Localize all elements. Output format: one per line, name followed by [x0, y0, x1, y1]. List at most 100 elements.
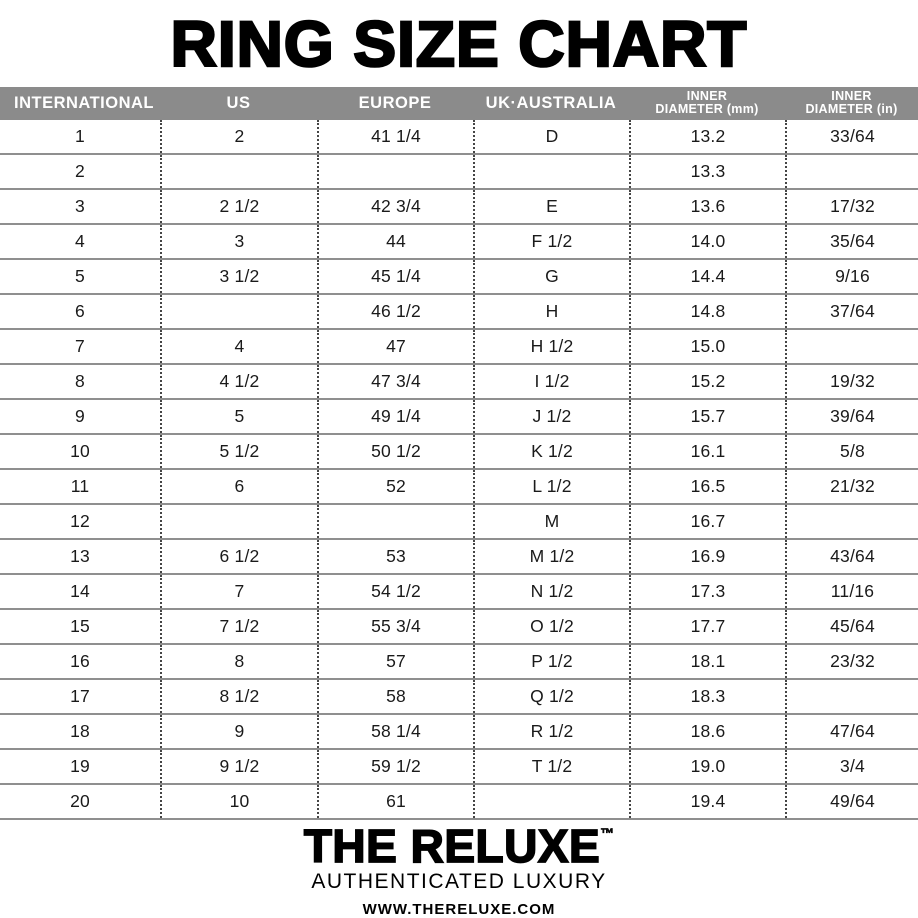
column-header-uk-australia: UK·AUSTRALIA — [485, 93, 617, 112]
cell-inner-diameter-mm: 14.4 — [629, 260, 785, 293]
cell-international: 16 — [70, 651, 90, 671]
cell-europe — [317, 505, 473, 538]
table-row: 16 8 57 P 1/2 18.1 23/32 — [0, 645, 918, 680]
cell-international: 9 — [75, 406, 85, 426]
cell-europe: 42 3/4 — [317, 190, 473, 223]
cell-international: 15 — [70, 616, 90, 636]
cell-inner-diameter-in: 45/64 — [785, 610, 918, 643]
cell-uk-australia: M — [473, 505, 629, 538]
cell-inner-diameter-in — [785, 155, 918, 188]
cell-inner-diameter-mm: 16.7 — [629, 505, 785, 538]
cell-international: 7 — [75, 336, 85, 356]
table-row: 13 6 1/2 53 M 1/2 16.9 43/64 — [0, 540, 918, 575]
cell-uk-australia: H 1/2 — [473, 330, 629, 363]
cell-us: 8 1/2 — [160, 680, 317, 713]
cell-international: 3 — [75, 196, 85, 216]
cell-uk-australia: E — [473, 190, 629, 223]
cell-international: 18 — [70, 721, 90, 741]
cell-inner-diameter-in: 11/16 — [785, 575, 918, 608]
table-row: 3 2 1/2 42 3/4 E 13.6 17/32 — [0, 190, 918, 225]
cell-europe: 45 1/4 — [317, 260, 473, 293]
table-row: 17 8 1/2 58 Q 1/2 18.3 — [0, 680, 918, 715]
cell-international: 20 — [70, 791, 90, 811]
table-row: 9 5 49 1/4 J 1/2 15.7 39/64 — [0, 400, 918, 435]
cell-inner-diameter-mm: 18.6 — [629, 715, 785, 748]
table-row: 7 4 47 H 1/2 15.0 — [0, 330, 918, 365]
cell-international: 4 — [75, 231, 85, 251]
cell-europe: 55 3/4 — [317, 610, 473, 643]
cell-inner-diameter-in: 19/32 — [785, 365, 918, 398]
cell-inner-diameter-in: 5/8 — [785, 435, 918, 468]
cell-international: 14 — [70, 581, 90, 601]
cell-europe: 61 — [317, 785, 473, 818]
cell-inner-diameter-mm: 15.7 — [629, 400, 785, 433]
cell-inner-diameter-in — [785, 505, 918, 538]
cell-uk-australia: N 1/2 — [473, 575, 629, 608]
table-row: 1 2 41 1/4 D 13.2 33/64 — [0, 120, 918, 155]
title-bar: RING SIZE CHART — [0, 0, 918, 87]
cell-us: 4 1/2 — [160, 365, 317, 398]
cell-inner-diameter-in: 39/64 — [785, 400, 918, 433]
cell-international: 6 — [75, 301, 85, 321]
table-row: 19 9 1/2 59 1/2 T 1/2 19.0 3/4 — [0, 750, 918, 785]
cell-us: 8 — [160, 645, 317, 678]
cell-europe: 46 1/2 — [317, 295, 473, 328]
cell-europe: 58 — [317, 680, 473, 713]
table-row: 14 7 54 1/2 N 1/2 17.3 11/16 — [0, 575, 918, 610]
cell-europe: 53 — [317, 540, 473, 573]
cell-inner-diameter-mm: 13.6 — [629, 190, 785, 223]
column-header-inner-diameter-mm: INNER DIAMETER (mm) — [655, 89, 759, 117]
cell-us: 10 — [160, 785, 317, 818]
cell-uk-australia — [473, 785, 629, 818]
cell-uk-australia: O 1/2 — [473, 610, 629, 643]
cell-inner-diameter-mm: 17.7 — [629, 610, 785, 643]
table-row: 5 3 1/2 45 1/4 G 14.4 9/16 — [0, 260, 918, 295]
cell-international: 8 — [75, 371, 85, 391]
cell-uk-australia: H — [473, 295, 629, 328]
table-row: 18 9 58 1/4 R 1/2 18.6 47/64 — [0, 715, 918, 750]
cell-europe: 50 1/2 — [317, 435, 473, 468]
cell-international: 17 — [70, 686, 90, 706]
table-row: 6 46 1/2 H 14.8 37/64 — [0, 295, 918, 330]
cell-international: 5 — [75, 266, 85, 286]
table-row: 10 5 1/2 50 1/2 K 1/2 16.1 5/8 — [0, 435, 918, 470]
cell-inner-diameter-mm: 16.1 — [629, 435, 785, 468]
cell-us: 3 — [160, 225, 317, 258]
cell-inner-diameter-mm: 13.3 — [629, 155, 785, 188]
cell-inner-diameter-mm: 17.3 — [629, 575, 785, 608]
cell-us: 7 — [160, 575, 317, 608]
cell-international: 19 — [70, 756, 90, 776]
cell-europe: 59 1/2 — [317, 750, 473, 783]
website-url: WWW.THERELUXE.COM — [362, 901, 556, 918]
cell-inner-diameter-in: 23/32 — [785, 645, 918, 678]
cell-europe: 54 1/2 — [317, 575, 473, 608]
cell-inner-diameter-mm: 14.8 — [629, 295, 785, 328]
cell-uk-australia: F 1/2 — [473, 225, 629, 258]
cell-europe: 57 — [317, 645, 473, 678]
cell-inner-diameter-mm: 18.3 — [629, 680, 785, 713]
brand-row: THE RELUXE ™ — [303, 822, 615, 870]
table-body: 1 2 41 1/4 D 13.2 33/64 2 13.3 3 2 1/2 4… — [0, 120, 918, 820]
column-header-us: US — [226, 93, 251, 112]
cell-inner-diameter-mm: 15.2 — [629, 365, 785, 398]
cell-us: 6 — [160, 470, 317, 503]
cell-inner-diameter-mm: 16.5 — [629, 470, 785, 503]
cell-inner-diameter-mm: 13.2 — [629, 120, 785, 153]
cell-inner-diameter-mm: 18.1 — [629, 645, 785, 678]
cell-inner-diameter-in: 49/64 — [785, 785, 918, 818]
cell-inner-diameter-mm: 14.0 — [629, 225, 785, 258]
cell-us: 2 — [160, 120, 317, 153]
cell-inner-diameter-in: 43/64 — [785, 540, 918, 573]
cell-europe — [317, 155, 473, 188]
cell-uk-australia: L 1/2 — [473, 470, 629, 503]
cell-us: 3 1/2 — [160, 260, 317, 293]
table-row: 4 3 44 F 1/2 14.0 35/64 — [0, 225, 918, 260]
cell-inner-diameter-in: 35/64 — [785, 225, 918, 258]
cell-uk-australia: M 1/2 — [473, 540, 629, 573]
cell-inner-diameter-mm: 19.0 — [629, 750, 785, 783]
table-row: 12 M 16.7 — [0, 505, 918, 540]
table-row: 2 13.3 — [0, 155, 918, 190]
cell-europe: 44 — [317, 225, 473, 258]
cell-europe: 49 1/4 — [317, 400, 473, 433]
